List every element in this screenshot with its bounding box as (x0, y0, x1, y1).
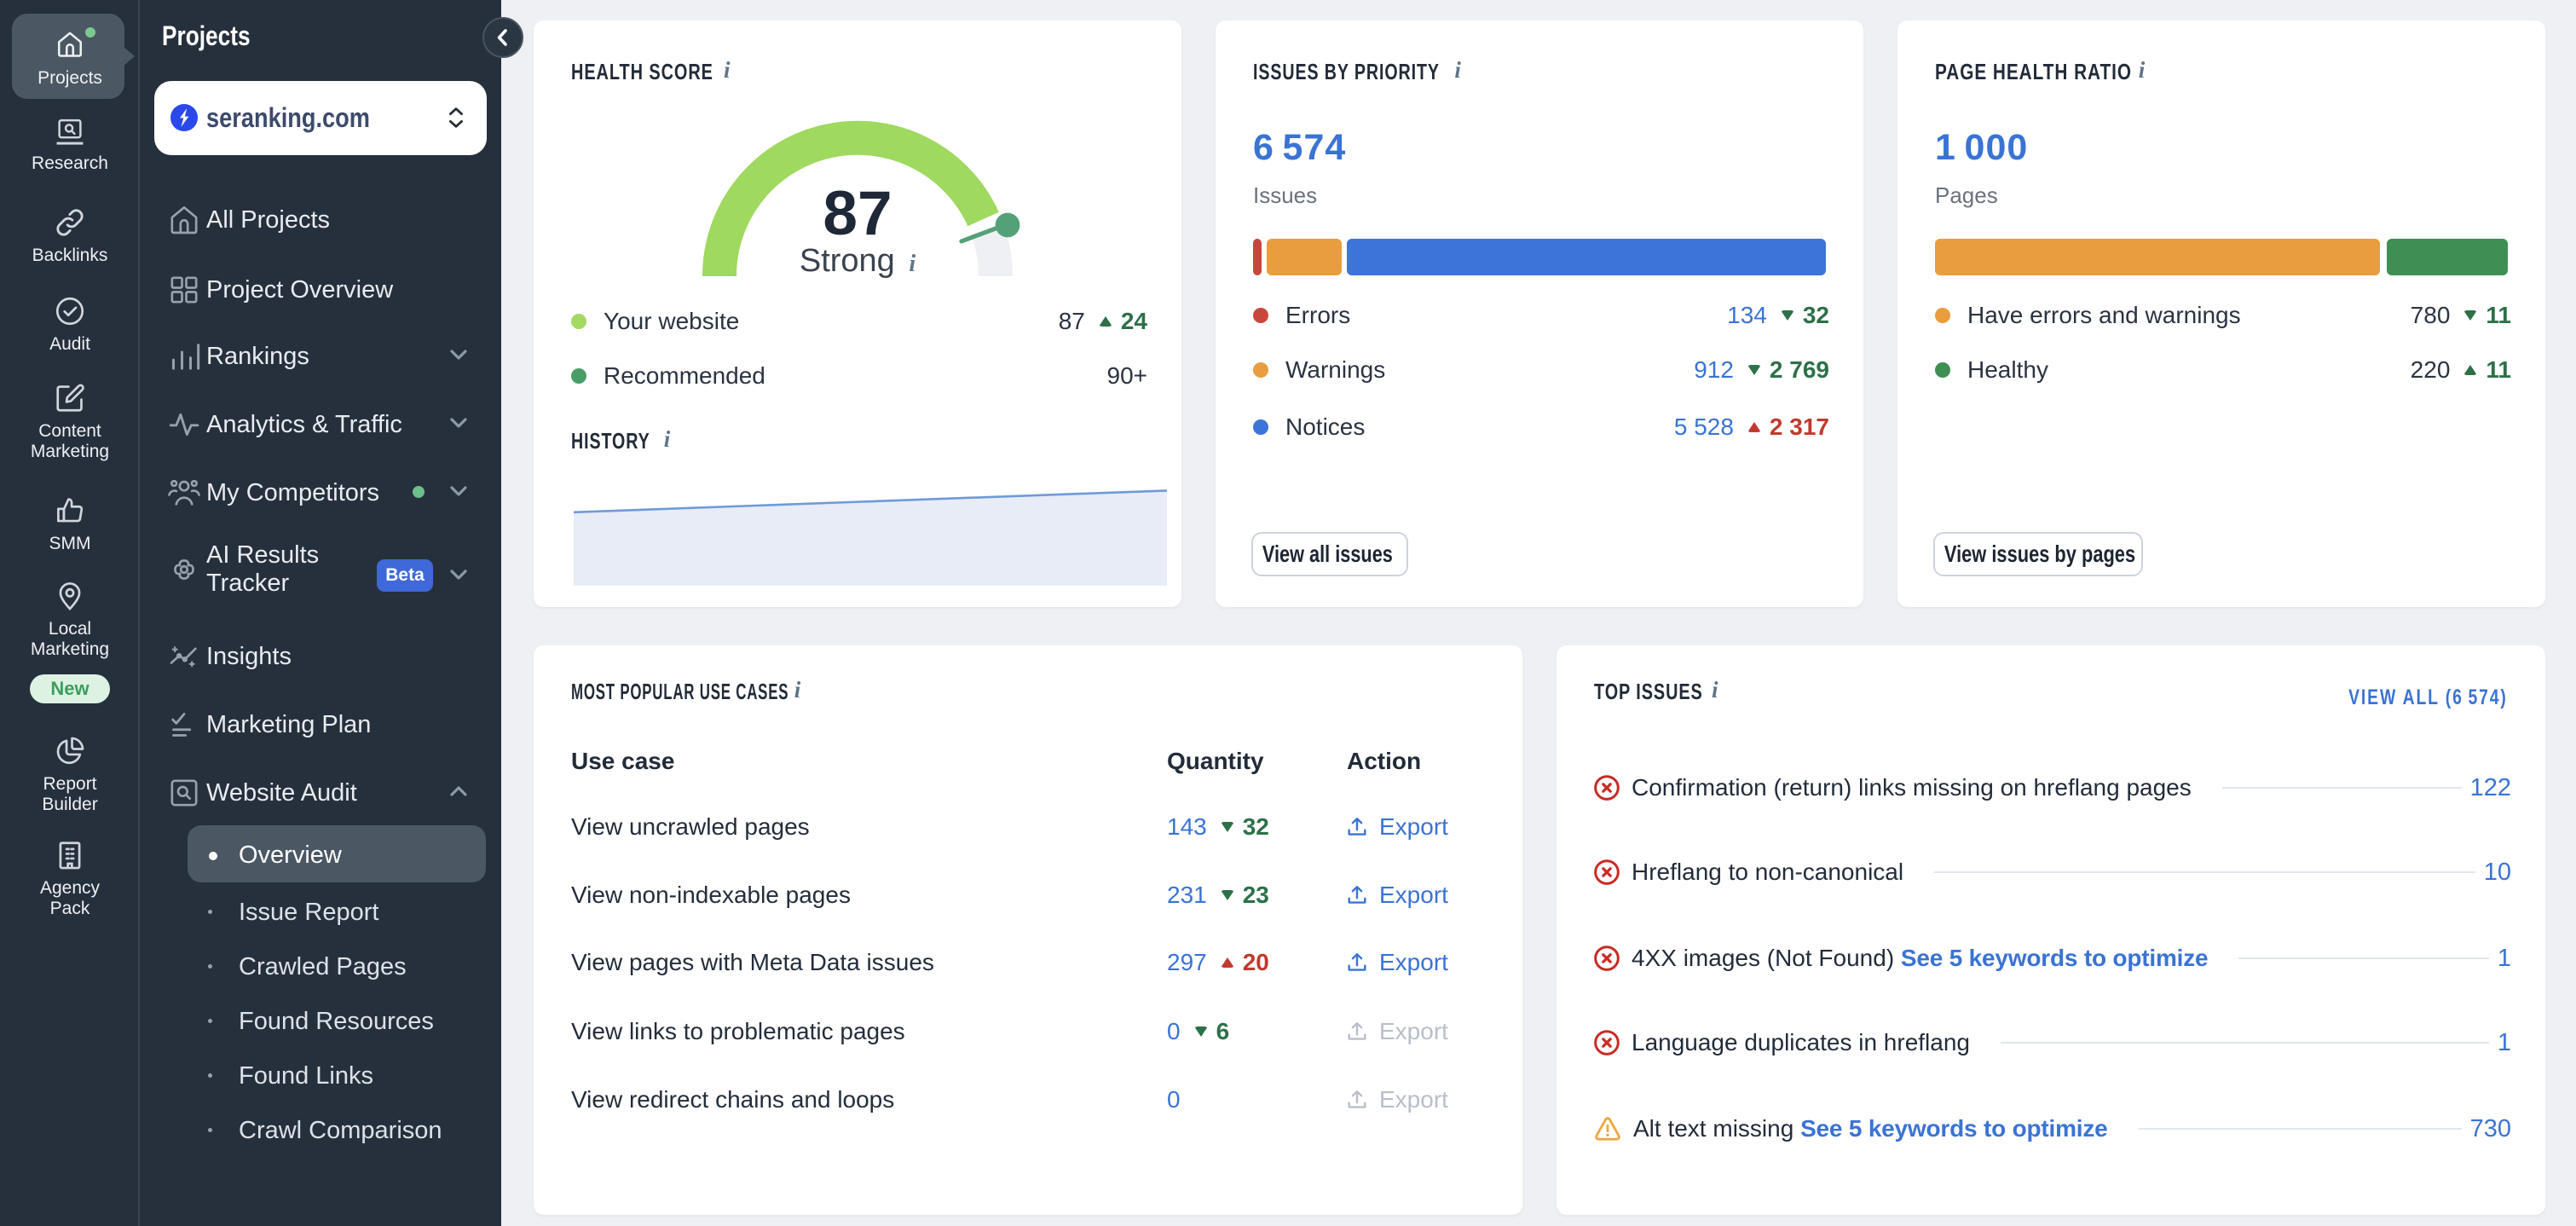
svg-text:87: 87 (823, 179, 892, 248)
